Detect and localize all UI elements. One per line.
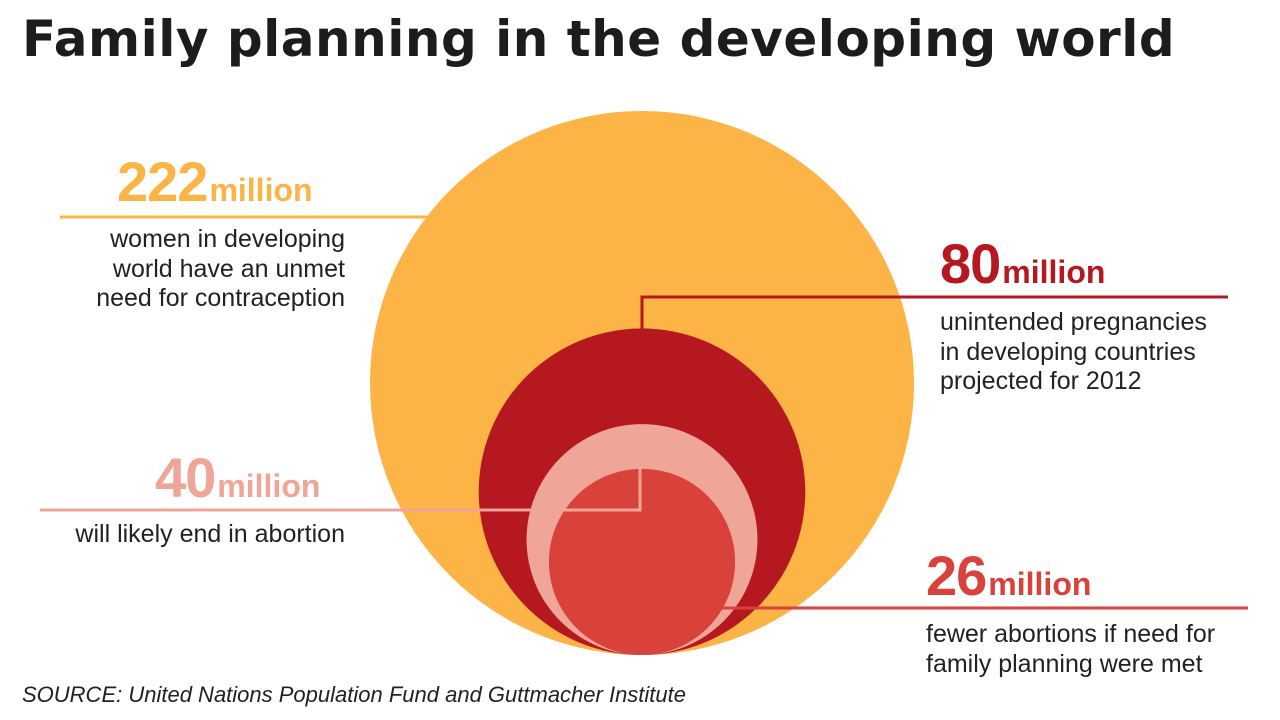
stat-unintended: 80million (940, 236, 1105, 292)
chart-title: Family planning in the developing world (22, 10, 1176, 68)
stat-abortion-unit: million (217, 468, 321, 504)
source-note: SOURCE: United Nations Population Fund a… (22, 682, 687, 707)
stat-unintended-description: unintended pregnancies in developing cou… (940, 308, 1207, 395)
stat-abortion-value: 40 (155, 446, 216, 509)
stat-abortion: 40million (155, 450, 320, 506)
leader-line-abortion (40, 428, 642, 512)
stat-fewer-unit: million (988, 566, 1092, 602)
stat-unmet-description: women in developing world have an unmet … (96, 225, 345, 312)
stat-unmet-unit: million (209, 172, 313, 208)
stat-fewer: 26million (926, 548, 1091, 604)
stat-unintended-value: 80 (940, 232, 1001, 295)
bubble-fewer (548, 468, 736, 655)
stat-unmet-value: 222 (117, 150, 208, 213)
stat-fewer-description: fewer abortions if need for family plann… (926, 620, 1216, 678)
stat-unmet: 222million (117, 154, 313, 210)
stat-abortion-description: will likely end in abortion (75, 520, 345, 548)
leader-line-unintended (640, 295, 1228, 331)
stat-unintended-unit: million (1002, 254, 1106, 290)
stat-fewer-value: 26 (926, 544, 987, 607)
